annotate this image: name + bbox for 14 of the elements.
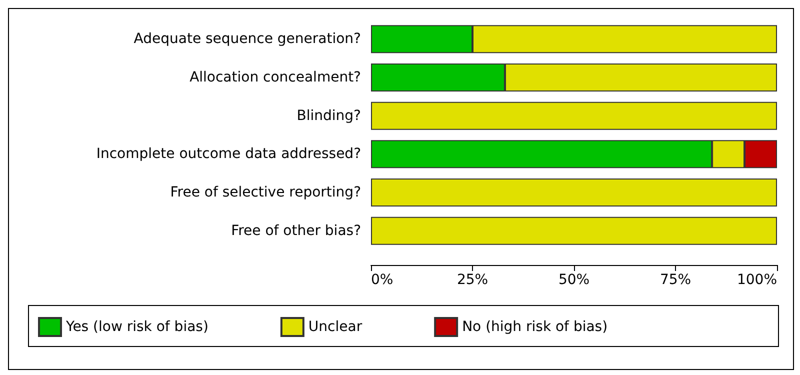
legend-label: No (high risk of bias) [462, 319, 608, 335]
y-tick-label: Free of selective reporting? [170, 184, 361, 200]
y-tick-label: Incomplete outcome data addressed? [96, 146, 361, 162]
legend-label: Unclear [308, 319, 362, 335]
y-tick-label: Allocation concealment? [190, 70, 361, 86]
legend-label: Yes (low risk of bias) [65, 319, 208, 335]
x-tick-label: 50% [558, 272, 590, 288]
y-tick-label: Free of other bias? [231, 222, 361, 239]
x-tick-label: 25% [456, 272, 488, 288]
y-tick-label: Blinding? [296, 108, 361, 124]
x-tick-label: 75% [660, 272, 692, 288]
x-tick-label: 100% [736, 272, 777, 288]
y-tick-label: Adequate sequence generation? [134, 31, 361, 48]
x-tick-label: 0% [371, 272, 394, 288]
